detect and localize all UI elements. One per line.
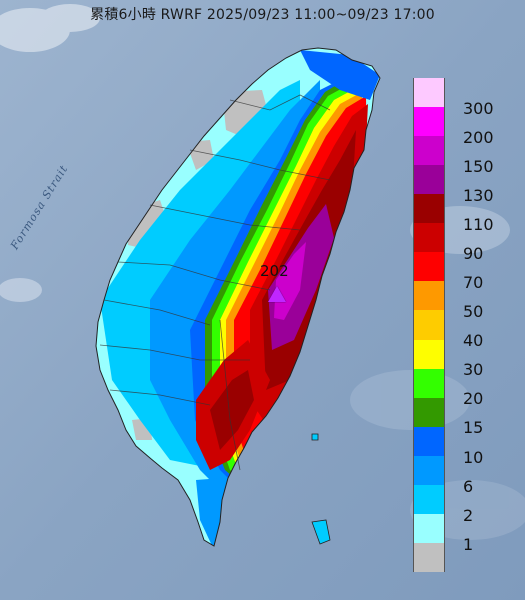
- green-island: [311, 433, 319, 441]
- legend-swatch: [413, 310, 445, 340]
- legend-label: 90: [463, 244, 484, 264]
- lanyu-island: [311, 519, 331, 545]
- legend-swatch: [413, 397, 445, 427]
- peak-value-label: 202: [260, 262, 289, 280]
- legend-label: 20: [463, 389, 484, 409]
- legend-swatch: [413, 542, 445, 572]
- legend-label: 130: [463, 185, 494, 205]
- legend-label: 1: [463, 534, 474, 554]
- legend-label: 70: [463, 273, 484, 293]
- peak-triangle-icon: [268, 286, 286, 302]
- map-title: 累積6小時 RWRF 2025/09/23 11:00~09/23 17:00: [90, 7, 435, 23]
- legend-label: 150: [463, 156, 494, 176]
- legend-label: 50: [463, 302, 484, 322]
- legend-label: 110: [463, 215, 494, 235]
- legend-swatch: [413, 194, 445, 224]
- legend-label: 200: [463, 127, 494, 147]
- legend-label: 15: [463, 418, 484, 438]
- county-boundaries: [99, 94, 331, 471]
- legend-swatch: [413, 368, 445, 398]
- rainfall-legend: 300 200 150 130 110 90 70 50 40 30 20 15 10 6 2 1: [413, 78, 525, 572]
- legend-label: 2: [463, 505, 474, 525]
- legend-swatch: [413, 223, 445, 253]
- legend-label: 30: [463, 360, 484, 380]
- legend-swatch: [413, 455, 445, 485]
- legend-swatch: [413, 165, 445, 195]
- legend-swatch: [413, 136, 445, 166]
- legend-label: 10: [463, 447, 484, 467]
- legend-label: 300: [463, 98, 494, 118]
- legend-swatch: [413, 513, 445, 543]
- legend-label: 40: [463, 331, 484, 351]
- legend-swatch: [413, 252, 445, 282]
- legend-label: 6: [463, 476, 474, 496]
- legend-swatch: [413, 107, 445, 137]
- legend-swatch: [413, 339, 445, 369]
- legend-swatch: [413, 426, 445, 456]
- legend-swatch: [413, 484, 445, 514]
- legend-swatch: [413, 281, 445, 311]
- legend-swatch: [413, 78, 445, 108]
